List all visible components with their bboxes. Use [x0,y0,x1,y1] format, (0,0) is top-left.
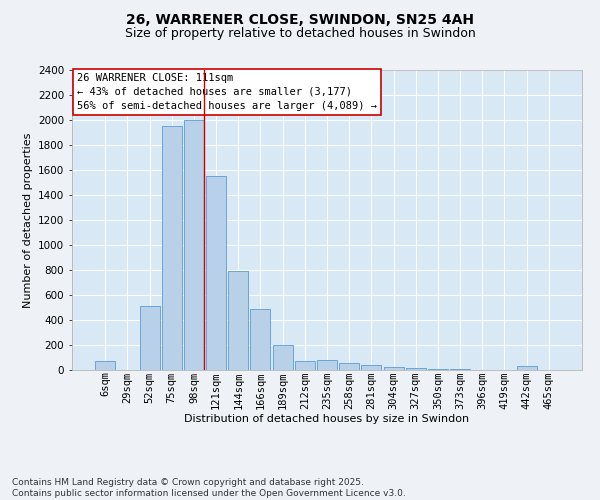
Text: Contains HM Land Registry data © Crown copyright and database right 2025.
Contai: Contains HM Land Registry data © Crown c… [12,478,406,498]
Text: Size of property relative to detached houses in Swindon: Size of property relative to detached ho… [125,28,475,40]
Bar [140,306,160,370]
Bar [272,345,293,370]
Y-axis label: Number of detached properties: Number of detached properties [23,132,32,308]
Bar [295,361,315,370]
Bar [339,363,359,370]
Bar [317,360,337,370]
Bar [250,308,271,370]
X-axis label: Distribution of detached houses by size in Swindon: Distribution of detached houses by size … [184,414,470,424]
Bar [228,271,248,370]
Bar [406,368,426,370]
Bar [95,360,115,370]
Text: 26 WARRENER CLOSE: 111sqm
← 43% of detached houses are smaller (3,177)
56% of se: 26 WARRENER CLOSE: 111sqm ← 43% of detac… [77,73,377,111]
Bar [206,176,226,370]
Text: 26, WARRENER CLOSE, SWINDON, SN25 4AH: 26, WARRENER CLOSE, SWINDON, SN25 4AH [126,12,474,26]
Bar [517,366,536,370]
Bar [184,120,204,370]
Bar [162,126,182,370]
Bar [361,365,382,370]
Bar [428,369,448,370]
Bar [383,367,404,370]
